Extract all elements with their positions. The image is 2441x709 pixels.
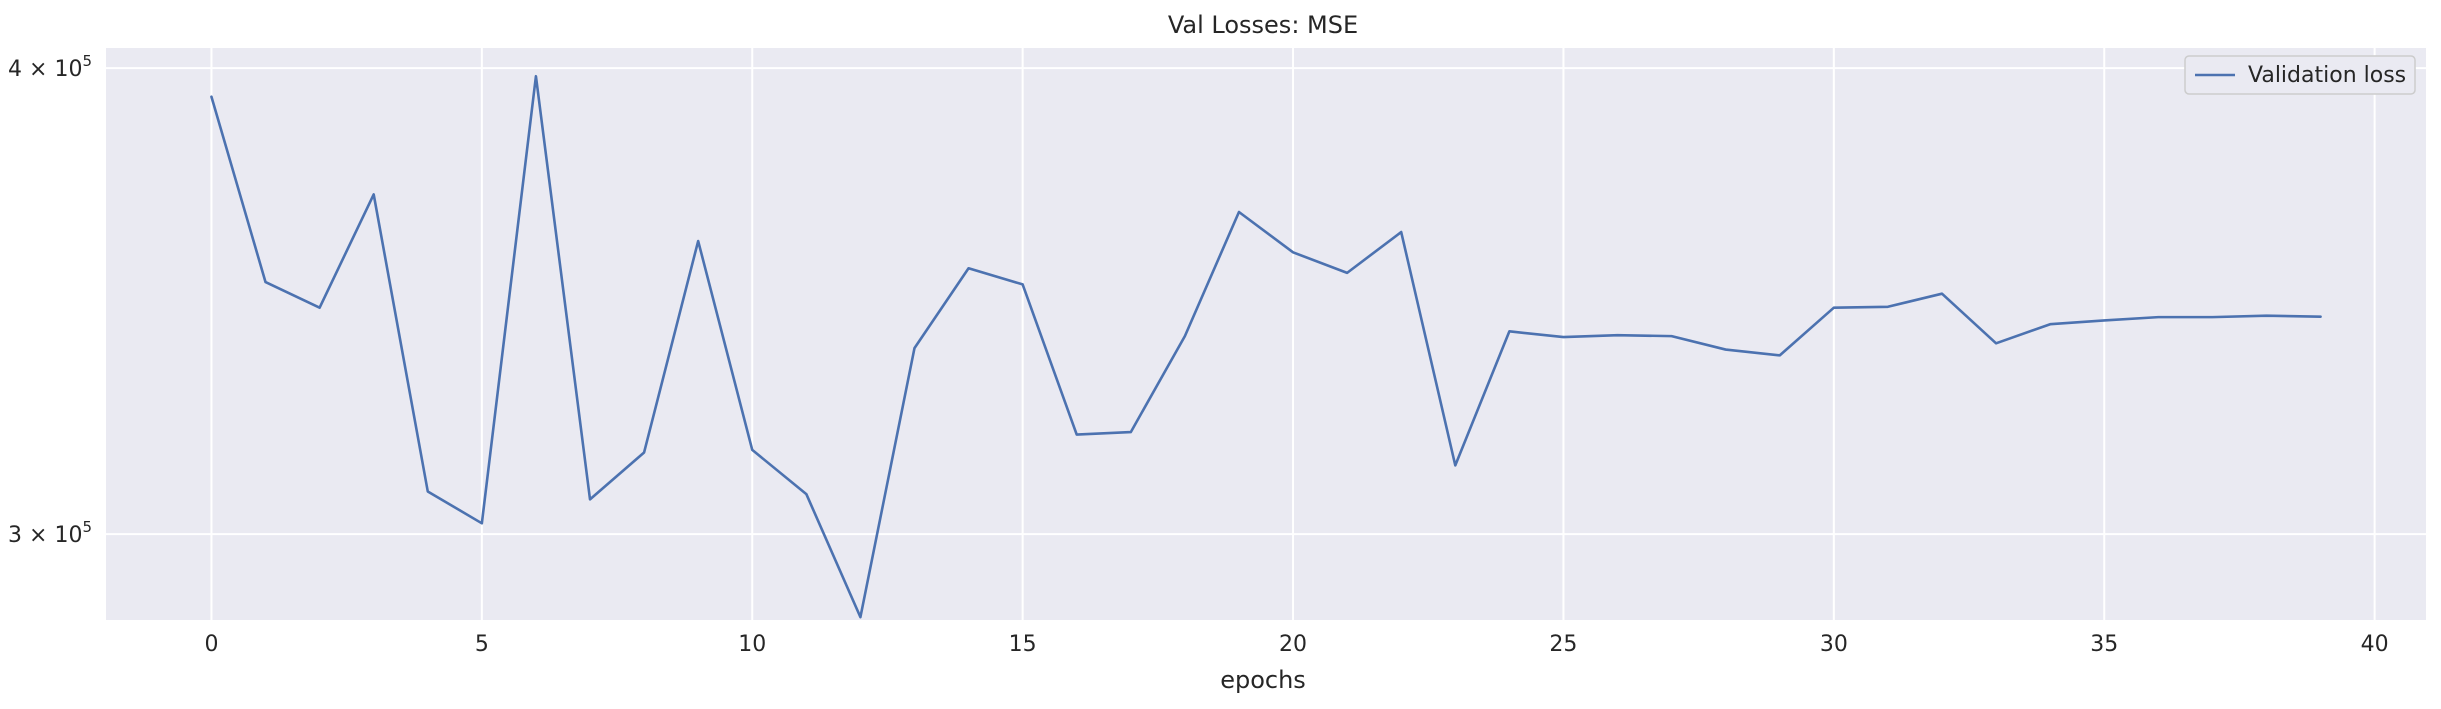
x-tick-label: 20	[1279, 632, 1307, 657]
x-axis-label: epochs	[1220, 666, 1306, 694]
legend: Validation loss	[2184, 55, 2416, 95]
y-tick-labels: 3 × 105 4 × 105	[8, 52, 92, 548]
x-tick-label: 25	[1549, 632, 1577, 657]
series-line-validation-loss	[210, 74, 2322, 619]
y-tick-label: 3 × 105	[8, 518, 92, 548]
series-layer	[210, 74, 2322, 619]
x-tick-label: 15	[1009, 632, 1037, 657]
x-tick-label: 30	[1820, 632, 1848, 657]
x-tick-label: 35	[2090, 632, 2118, 657]
chart-title: Val Losses: MSE	[1168, 11, 1358, 39]
plot-background	[106, 48, 2426, 620]
legend-box	[2184, 55, 2416, 95]
legend-entry-validation-loss: Validation loss	[2248, 63, 2406, 88]
y-tick-label: 4 × 105	[8, 52, 92, 82]
gridlines	[106, 48, 2426, 620]
x-tick-label: 5	[475, 632, 489, 657]
x-tick-labels: 0 5 10 15 20 25 30 35 40	[204, 632, 2388, 657]
x-tick-label: 0	[204, 632, 218, 657]
x-tick-label: 40	[2361, 632, 2389, 657]
x-tick-label: 10	[738, 632, 766, 657]
